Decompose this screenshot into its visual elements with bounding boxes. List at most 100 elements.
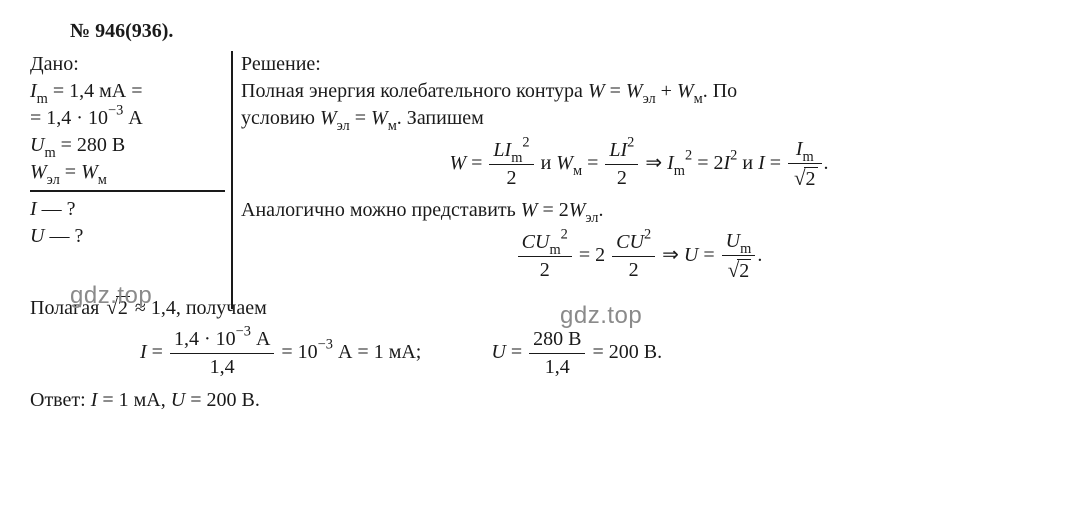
res-txt: А = 1 мА; — [333, 341, 421, 363]
sub: м — [573, 163, 582, 179]
sub: эл — [337, 118, 350, 134]
given-line-4: Wэл = Wм — [30, 159, 225, 186]
U: U — [491, 341, 505, 363]
radicand: 2 — [116, 296, 130, 319]
unit: А — [251, 328, 270, 350]
text: Полагая — [30, 297, 104, 319]
content-columns: Дано: Im = 1,4 мА = = 1,4 · 10−3 А Um = … — [30, 51, 1037, 289]
eq: = — [350, 107, 371, 129]
fraction: LIm2 2 — [489, 137, 533, 192]
I: I — [140, 341, 147, 363]
sub: эл — [643, 91, 656, 107]
fraction: CUm2 2 — [518, 229, 572, 284]
sub: эл — [585, 210, 598, 226]
symbol-W: W — [626, 80, 643, 102]
W: W — [569, 199, 586, 221]
den: 2 — [489, 164, 533, 192]
num: CU — [522, 231, 550, 253]
text: Полная энергия колебательного контура — [241, 80, 588, 102]
radicand: 2 — [737, 259, 751, 282]
den: 1,4 — [170, 353, 274, 381]
after-line-1: Полагая √2 ≈ 1,4, получаем — [30, 293, 1037, 322]
sub: м — [388, 118, 397, 134]
sub: m — [740, 241, 751, 257]
text: = 1,4 · 10 — [30, 107, 108, 129]
Wm: W — [556, 152, 573, 174]
text: . По — [703, 80, 737, 102]
exp: −3 — [108, 103, 123, 119]
num: LI — [493, 139, 511, 161]
val: = 1 мА, — [97, 389, 170, 411]
exp: 2 — [627, 135, 634, 151]
num: 1,4 · 10 — [174, 328, 236, 350]
exp: −3 — [236, 324, 251, 340]
eq: = — [466, 152, 487, 174]
den: 2 — [612, 256, 655, 284]
text: . Запишем — [397, 107, 484, 129]
den: 2 — [518, 256, 572, 284]
text: — ? — [44, 225, 83, 247]
sub-el: эл — [47, 172, 60, 188]
exp: 2 — [522, 135, 529, 151]
given-heading: Дано: — [30, 51, 225, 78]
given-line-1: Im = 1,4 мА = — [30, 78, 225, 105]
symbol-W: W — [81, 161, 98, 183]
text: Аналогично можно представить — [241, 199, 521, 221]
eq: = 2 — [692, 152, 723, 174]
sub: m — [549, 242, 560, 258]
solution-p1: Полная энергия колебательного контура W … — [241, 78, 1037, 105]
sub: m — [511, 150, 522, 166]
symbol-I: I — [30, 198, 37, 220]
W: W — [521, 199, 538, 221]
W: W — [449, 152, 466, 174]
num: U — [726, 230, 740, 252]
res: = 10 — [281, 341, 317, 363]
dot: . — [824, 152, 829, 174]
fraction: Um √2 — [722, 228, 756, 285]
eq: = — [506, 341, 527, 363]
fraction: Im √2 — [788, 136, 822, 193]
given-column: Дано: Im = 1,4 мА = = 1,4 · 10−3 А Um = … — [30, 51, 233, 250]
symbol-U: U — [30, 134, 44, 156]
U: U — [684, 244, 698, 266]
find-line-1: I — ? — [30, 196, 225, 223]
symbol-W: W — [677, 80, 694, 102]
fraction: LI2 2 — [605, 137, 638, 192]
eq: = — [147, 341, 168, 363]
problem-number: № 946(936). — [70, 18, 1037, 45]
symbol-W: W — [320, 107, 337, 129]
symbol-W: W — [371, 107, 388, 129]
text: условию — [241, 107, 320, 129]
answer-line: Ответ: I = 1 мА, U = 200 В. — [30, 387, 1037, 414]
calc-line: I = 1,4 · 10−3 А 1,4 = 10−3 А = 1 мА; U … — [30, 326, 1037, 381]
equation-line-1: W = LIm2 2 и Wм = LI2 2 ⇒ Im2 = 2I2 и I … — [241, 136, 1037, 193]
eq: = 2 — [537, 199, 568, 221]
symbol-W: W — [30, 161, 47, 183]
eq: = — [60, 161, 81, 183]
dot: . — [757, 244, 762, 266]
res: = 200 В. — [592, 341, 662, 363]
fraction: CU2 2 — [612, 229, 655, 284]
fraction: 280 В 1,4 — [529, 326, 585, 381]
val: = 200 В. — [185, 389, 260, 411]
num: I — [796, 138, 803, 160]
unit: А — [123, 107, 142, 129]
sub-m: м — [98, 172, 107, 188]
eq: = 2 — [579, 244, 605, 266]
text: = 280 В — [56, 134, 126, 156]
solution-p3: Аналогично можно представить W = 2Wэл. — [241, 197, 1037, 224]
Im: I — [667, 152, 674, 174]
eq: = — [605, 80, 626, 102]
eq: = — [698, 244, 719, 266]
arrow: ⇒ — [662, 244, 684, 266]
equation-line-2: CUm2 2 = 2 CU2 2 ⇒ U = Um √2 . — [241, 228, 1037, 285]
eq: = — [765, 152, 786, 174]
text: = 1,4 мА = — [48, 80, 143, 102]
solution-column: Решение: Полная энергия колебательного к… — [233, 51, 1037, 289]
vertical-rule — [231, 51, 233, 309]
horizontal-rule — [30, 190, 225, 192]
answer-label: Ответ: — [30, 389, 91, 411]
den: 2 — [605, 164, 638, 192]
given-line-3: Um = 280 В — [30, 132, 225, 159]
plus: + — [656, 80, 677, 102]
